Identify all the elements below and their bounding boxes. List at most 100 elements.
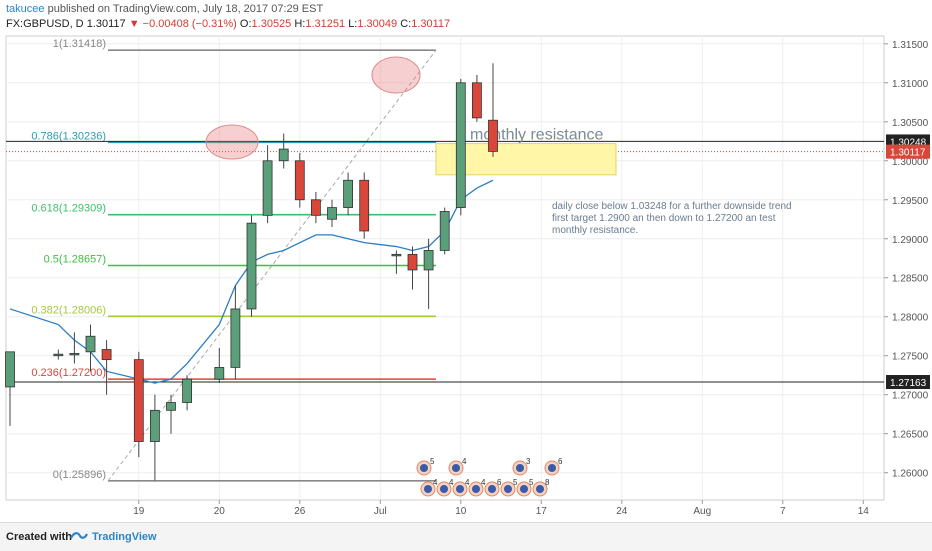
candle (359, 172, 370, 239)
flag-icon-inner (520, 485, 528, 493)
footer: Created with TradingView (0, 522, 932, 551)
ohlc-line: FX:GBPUSD, D 1.30117 ▼ −0.00408 (−0.31%)… (6, 18, 450, 30)
tradingview-brand[interactable]: TradingView (92, 531, 157, 543)
flag-icon-inner (456, 485, 464, 493)
y-tick-label: 1.27000 (892, 391, 929, 402)
x-tick-label: 14 (858, 506, 870, 517)
price-tag-label: 1.27163 (890, 378, 927, 389)
candle (278, 133, 289, 169)
chart-header: takucee published on TradingView.com, Ju… (0, 0, 932, 34)
high-label: H: (294, 18, 306, 30)
close-label: C: (400, 18, 412, 30)
flag-icon-inner (472, 485, 480, 493)
event-marker: 8 (532, 478, 550, 497)
flag-icon-inner (452, 464, 460, 472)
high-value: 1.31251 (305, 18, 346, 30)
low-value: 1.30049 (357, 18, 398, 30)
x-tick-label: 10 (455, 506, 467, 517)
event-marker: 4 (448, 457, 467, 476)
fib-label: 0.618(1.29309) (31, 203, 106, 215)
open-value: 1.30525 (251, 18, 292, 30)
candle-body (133, 359, 144, 442)
event-count: 6 (497, 478, 502, 487)
candle (294, 152, 305, 208)
candle (149, 394, 160, 481)
event-marker: 5 (416, 457, 435, 476)
event-marker: 5 (500, 478, 518, 497)
event-count: 4 (465, 478, 470, 487)
resistance-label: monthly resistance (470, 127, 603, 144)
event-count: 4 (449, 478, 454, 487)
price-tag-label: 1.30117 (890, 148, 926, 159)
event-count: 6 (558, 457, 563, 466)
candle (69, 332, 80, 364)
price-tag-box (886, 144, 930, 159)
down-arrow-icon: ▼ (128, 18, 140, 30)
candle-body (359, 179, 370, 232)
x-tick-label: 19 (133, 506, 145, 517)
candle (5, 351, 15, 426)
price-tag: 1.30117 (886, 144, 930, 159)
event-count: 5 (430, 457, 435, 466)
price-axis: 1.26000 1.26500 1.27000 1.27500 1.28000 1.285… (884, 40, 930, 480)
x-tick-label: Aug (693, 506, 711, 517)
candle (488, 63, 498, 157)
y-tick-label: 1.26000 (892, 469, 929, 480)
x-tick-label: Jul (374, 506, 387, 517)
candle-body (343, 179, 354, 208)
candle (310, 191, 321, 224)
y-tick-label: 1.27500 (892, 352, 929, 363)
event-count: 4 (481, 478, 486, 487)
candle (133, 351, 144, 458)
price-change: −0.00408 (−0.31%) (142, 18, 237, 30)
candle (439, 207, 450, 255)
candle-body (488, 119, 498, 152)
event-count: 8 (545, 478, 550, 487)
candle (407, 246, 418, 290)
candle-body (407, 253, 418, 271)
candle (262, 145, 273, 224)
flag-icon-inner (504, 485, 512, 493)
candle-body (278, 148, 289, 162)
event-count: 4 (462, 457, 467, 466)
candle (327, 199, 337, 228)
symbol: FX:GBPUSD, D (6, 18, 84, 30)
candle-body (149, 409, 160, 442)
candle-body (262, 160, 273, 216)
event-marker: 6 (544, 457, 563, 476)
fib-label: 0.236(1.27200) (31, 367, 106, 379)
candle-body (439, 211, 450, 251)
publisher-line: takucee published on TradingView.com, Ju… (6, 3, 323, 15)
fib-label: 0.5(1.28657) (44, 254, 106, 266)
candle-body (246, 222, 257, 310)
event-marker: 4 (436, 478, 454, 497)
annotation-text: monthly resistance. (552, 225, 638, 236)
event-markers: 5 4 3 6 4 4 4 4 6 5 5 8 (416, 457, 563, 497)
event-count: 3 (526, 457, 531, 466)
publisher-user[interactable]: takucee (6, 3, 45, 15)
candle-body (5, 351, 15, 388)
fib-trend-line (107, 49, 437, 482)
resistance-zone: monthly resistance daily close below 1.03… (435, 127, 792, 236)
tradingview-logo-icon (70, 532, 88, 539)
price-tag-box (886, 375, 930, 390)
candle (343, 172, 354, 216)
annotation-text: first target 1.2900 an then down to 1.27… (552, 213, 776, 224)
y-tick-label: 1.30000 (892, 157, 929, 168)
candle-body (294, 160, 305, 201)
chart-grid (5, 35, 885, 501)
y-tick-label: 1.29000 (892, 235, 929, 246)
flag-icon-inner (488, 485, 496, 493)
flag-icon-inner (440, 485, 448, 493)
fib-label: 1(1.31418) (53, 38, 106, 50)
flag-icon-inner (420, 464, 428, 472)
candle (85, 324, 96, 372)
candle (455, 78, 466, 216)
y-tick-label: 1.26500 (892, 430, 929, 441)
fib-label: 0.382(1.28006) (31, 304, 106, 316)
candle-body (230, 308, 241, 368)
candle-body (53, 353, 64, 357)
publisher-info: published on TradingView.com, July 18, 2… (47, 3, 324, 15)
candle-body (423, 250, 434, 271)
